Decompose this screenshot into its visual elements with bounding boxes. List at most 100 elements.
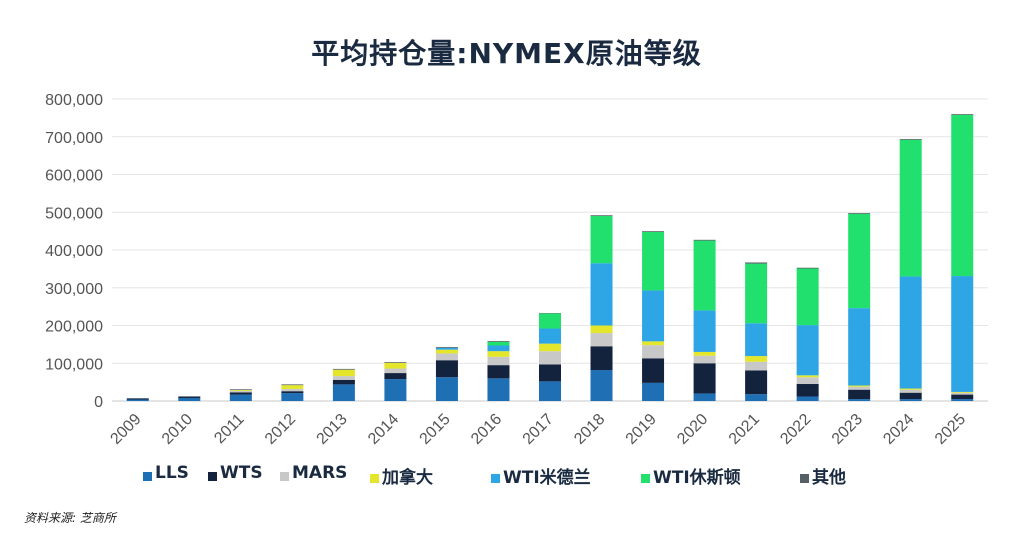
bar-segment — [745, 370, 768, 395]
bar-segment — [384, 373, 407, 380]
x-tick-label: 2010 — [159, 411, 196, 448]
bar-segment — [435, 347, 458, 348]
bar-segment — [435, 349, 458, 354]
x-tick-label: 2013 — [314, 411, 351, 448]
bar-segment — [745, 356, 768, 362]
bar-segment — [126, 399, 149, 401]
bar-segment — [487, 345, 510, 352]
legend-item: WTI米德兰 — [491, 463, 591, 488]
x-tick-label: 2024 — [880, 411, 917, 448]
legend: LLS WTS MARS 加拿大 WTI米德兰 WTI休斯顿 其他 — [0, 463, 1013, 489]
legend-swatch — [280, 471, 289, 481]
x-tick-label: 2023 — [829, 411, 866, 448]
bar-segment — [178, 397, 201, 401]
bar-segment — [229, 390, 252, 391]
stacked-bar-chart: 0 100,000 200,000 300,000 400,000 500,000 600,… — [45, 92, 988, 448]
bar-segment — [178, 396, 201, 398]
legend-label: 加拿大 — [382, 468, 433, 488]
x-axis-ticks: 2009 2010 2011 2012 2013 2014 2015 2016 2017 2018… — [107, 411, 969, 448]
y-tick-label: 600,000 — [45, 168, 103, 185]
bar-segment — [693, 363, 716, 394]
legend-item: WTI休斯顿 — [641, 463, 741, 488]
bar-segment — [745, 262, 768, 264]
bar-segment — [281, 393, 304, 401]
bar-segment — [745, 263, 768, 324]
bar-segment — [951, 114, 974, 115]
bar-segment — [642, 231, 665, 232]
bar-segment — [384, 368, 407, 374]
legend-item: 加拿大 — [370, 463, 433, 488]
bar-segment — [281, 388, 304, 392]
x-tick-label: 2018 — [571, 411, 608, 448]
bar-segment — [590, 325, 613, 334]
bar-segment — [435, 353, 458, 361]
bar-segment — [848, 389, 871, 400]
bar-segment — [590, 346, 613, 371]
x-tick-label: 2020 — [674, 411, 711, 448]
x-tick-label: 2009 — [107, 411, 144, 448]
legend-swatch — [370, 474, 379, 483]
bar-segment — [745, 323, 768, 357]
bar-segment — [796, 384, 819, 397]
bar-segment — [332, 379, 355, 385]
legend-label: LLS — [155, 463, 189, 483]
bar-segment — [745, 394, 768, 401]
bar-segment — [332, 376, 355, 380]
bar-segment — [693, 351, 716, 356]
legend-label: WTI米德兰 — [503, 468, 591, 488]
y-tick-label: 400,000 — [45, 243, 103, 260]
bar-segment — [693, 310, 716, 352]
bar-segment — [899, 388, 922, 390]
bar-segment — [435, 360, 458, 378]
bar-segment — [796, 268, 819, 326]
bar-segment — [384, 379, 407, 401]
bar-segment — [951, 392, 974, 395]
bar-segment — [899, 139, 922, 140]
bar-segment — [951, 399, 974, 401]
x-tick-label: 2014 — [365, 411, 402, 448]
legend-item: LLS — [143, 463, 189, 483]
bar-segment — [951, 394, 974, 400]
bar-segment — [848, 308, 871, 386]
x-tick-label: 2011 — [211, 411, 247, 447]
bar-segment — [384, 362, 407, 363]
bar-segment — [848, 213, 871, 214]
x-tick-label: 2019 — [623, 411, 660, 448]
bar-segment — [590, 215, 613, 217]
bar-segment — [796, 267, 819, 269]
bar-segment — [642, 345, 665, 359]
bar-segment — [590, 333, 613, 347]
bar-segment — [899, 276, 922, 389]
bar-segment — [539, 364, 561, 382]
bar-segment — [384, 362, 407, 369]
x-tick-label: 2025 — [932, 411, 969, 448]
bar-segment — [796, 375, 819, 378]
bar-segment — [693, 240, 716, 311]
bar-segment — [796, 396, 819, 401]
y-tick-label: 0 — [94, 394, 103, 411]
bar-segment — [229, 394, 252, 401]
chart-title: 平均持仓量:NYMEX原油等级 — [311, 37, 702, 70]
bar-segment — [899, 399, 922, 401]
bar-segment — [126, 398, 149, 400]
legend-label: MARS — [292, 463, 348, 483]
bar-segment — [796, 377, 819, 385]
bar-segment — [951, 276, 974, 392]
y-tick-label: 100,000 — [45, 356, 103, 373]
bar-segment — [848, 213, 871, 309]
bar-segment — [539, 343, 561, 352]
bar-segment — [745, 361, 768, 371]
bar-segment — [951, 391, 974, 393]
y-axis-ticks: 0 100,000 200,000 300,000 400,000 500,000 600,… — [45, 92, 103, 411]
bar-segment — [642, 231, 665, 291]
y-tick-label: 800,000 — [45, 92, 103, 109]
bar-segment — [487, 340, 510, 342]
legend-label: WTS — [220, 463, 263, 483]
legend-swatch — [641, 474, 650, 483]
legend-label: WTI休斯顿 — [653, 468, 741, 488]
legend-label: 其他 — [812, 468, 846, 488]
bar-segment — [487, 378, 510, 401]
legend-swatch — [800, 474, 809, 483]
x-tick-label: 2016 — [468, 411, 505, 448]
bar-segment — [590, 370, 613, 401]
